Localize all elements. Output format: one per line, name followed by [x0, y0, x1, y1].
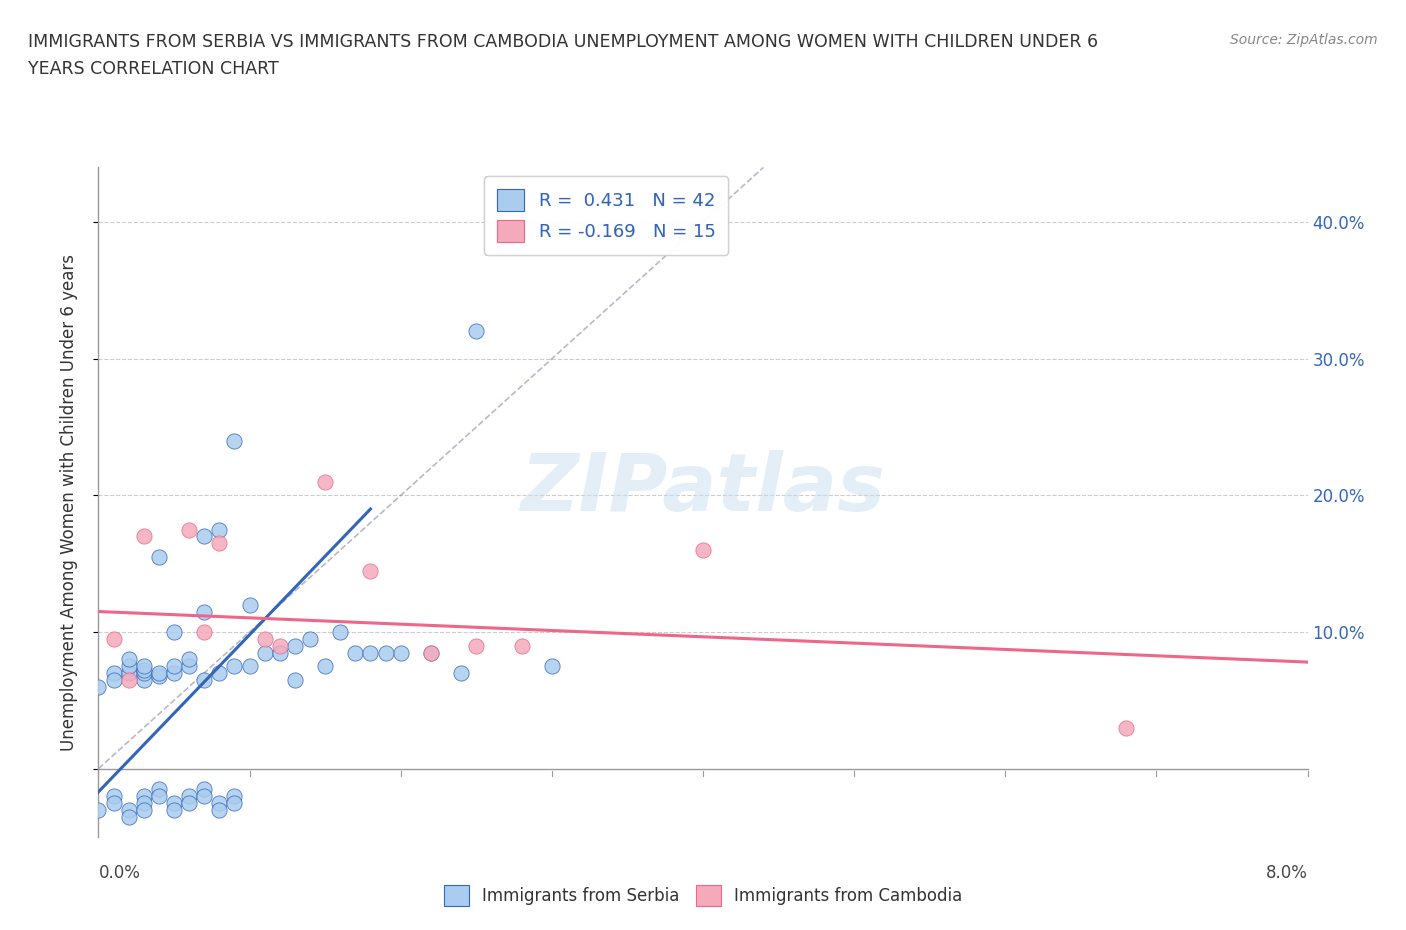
Point [269, 645, 291, 660]
Point [208, 666, 231, 681]
Point [420, 645, 443, 660]
Point [253, 645, 276, 660]
Point [103, 789, 125, 804]
Point [541, 658, 564, 673]
Text: IMMIGRANTS FROM SERBIA VS IMMIGRANTS FROM CAMBODIA UNEMPLOYMENT AMONG WOMEN WITH: IMMIGRANTS FROM SERBIA VS IMMIGRANTS FRO… [28, 33, 1098, 50]
Point [118, 672, 141, 687]
Point [284, 638, 307, 653]
Point [224, 433, 246, 448]
Point [163, 666, 186, 681]
Point [179, 652, 201, 667]
Point [118, 658, 141, 673]
Text: 0.0%: 0.0% [98, 864, 141, 883]
Point [269, 638, 291, 653]
Point [193, 672, 215, 687]
Legend: Immigrants from Serbia, Immigrants from Cambodia: Immigrants from Serbia, Immigrants from … [437, 879, 969, 912]
Point [132, 672, 155, 687]
Point [132, 803, 155, 817]
Point [193, 529, 215, 544]
Point [148, 782, 170, 797]
Point [118, 809, 141, 824]
Point [118, 666, 141, 681]
Point [253, 631, 276, 646]
Text: Source: ZipAtlas.com: Source: ZipAtlas.com [1230, 33, 1378, 46]
Point [163, 803, 186, 817]
Point [179, 522, 201, 537]
Point [284, 672, 307, 687]
Point [374, 645, 396, 660]
Text: YEARS CORRELATION CHART: YEARS CORRELATION CHART [28, 60, 278, 78]
Point [465, 324, 488, 339]
Point [193, 625, 215, 640]
Point [179, 795, 201, 810]
Point [360, 645, 382, 660]
Point [87, 679, 110, 694]
Point [163, 658, 186, 673]
Point [163, 625, 186, 640]
Point [163, 795, 186, 810]
Point [299, 631, 322, 646]
Point [510, 638, 533, 653]
Point [148, 789, 170, 804]
Point [1115, 720, 1137, 735]
Point [314, 658, 336, 673]
Point [103, 666, 125, 681]
Point [193, 789, 215, 804]
Point [224, 789, 246, 804]
Point [132, 795, 155, 810]
Point [208, 536, 231, 551]
Point [132, 789, 155, 804]
Point [179, 789, 201, 804]
Text: ZIPatlas: ZIPatlas [520, 450, 886, 528]
Point [132, 663, 155, 678]
Point [103, 631, 125, 646]
Point [344, 645, 367, 660]
Point [208, 803, 231, 817]
Point [208, 522, 231, 537]
Point [132, 666, 155, 681]
Point [314, 474, 336, 489]
Point [465, 638, 488, 653]
Point [239, 658, 262, 673]
Legend: R =  0.431   N = 42, R = -0.169   N = 15: R = 0.431 N = 42, R = -0.169 N = 15 [485, 177, 728, 255]
Point [118, 803, 141, 817]
Text: 8.0%: 8.0% [1265, 864, 1308, 883]
Point [148, 666, 170, 681]
Point [132, 658, 155, 673]
Point [193, 782, 215, 797]
Point [692, 542, 714, 557]
Point [420, 645, 443, 660]
Point [389, 645, 412, 660]
Point [103, 795, 125, 810]
Point [148, 550, 170, 565]
Point [208, 795, 231, 810]
Point [450, 666, 472, 681]
Point [239, 597, 262, 612]
Point [224, 658, 246, 673]
Point [132, 529, 155, 544]
Point [193, 604, 215, 619]
Point [179, 658, 201, 673]
Point [148, 669, 170, 684]
Point [224, 795, 246, 810]
Point [118, 652, 141, 667]
Point [360, 563, 382, 578]
Point [87, 803, 110, 817]
Point [329, 625, 352, 640]
Y-axis label: Unemployment Among Women with Children Under 6 years: Unemployment Among Women with Children U… [59, 254, 77, 751]
Point [103, 672, 125, 687]
